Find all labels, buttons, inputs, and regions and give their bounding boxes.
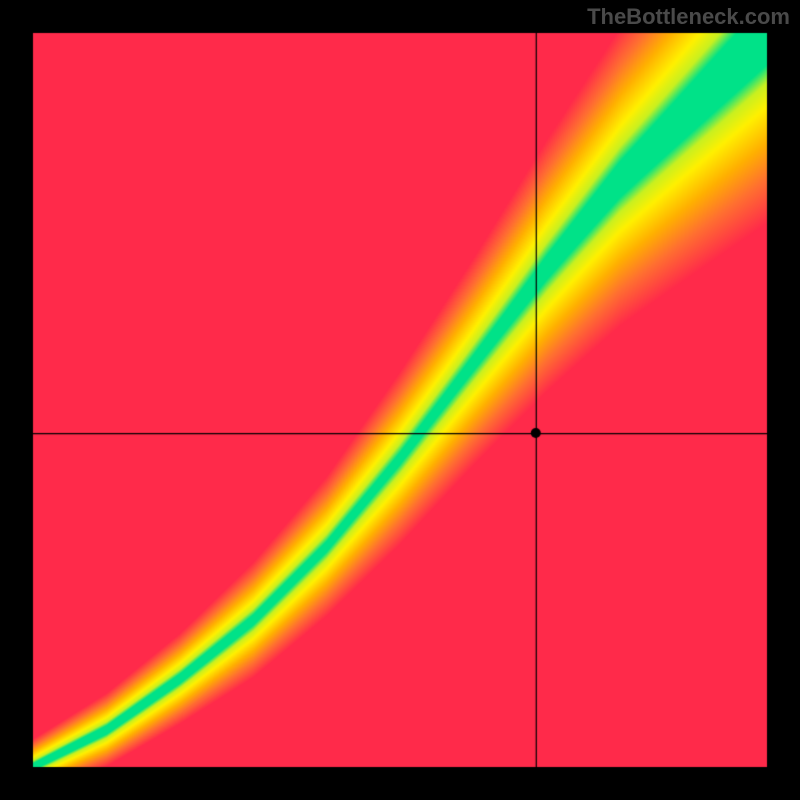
- heatmap-canvas: [0, 0, 800, 800]
- chart-container: TheBottleneck.com: [0, 0, 800, 800]
- watermark-text: TheBottleneck.com: [587, 4, 790, 30]
